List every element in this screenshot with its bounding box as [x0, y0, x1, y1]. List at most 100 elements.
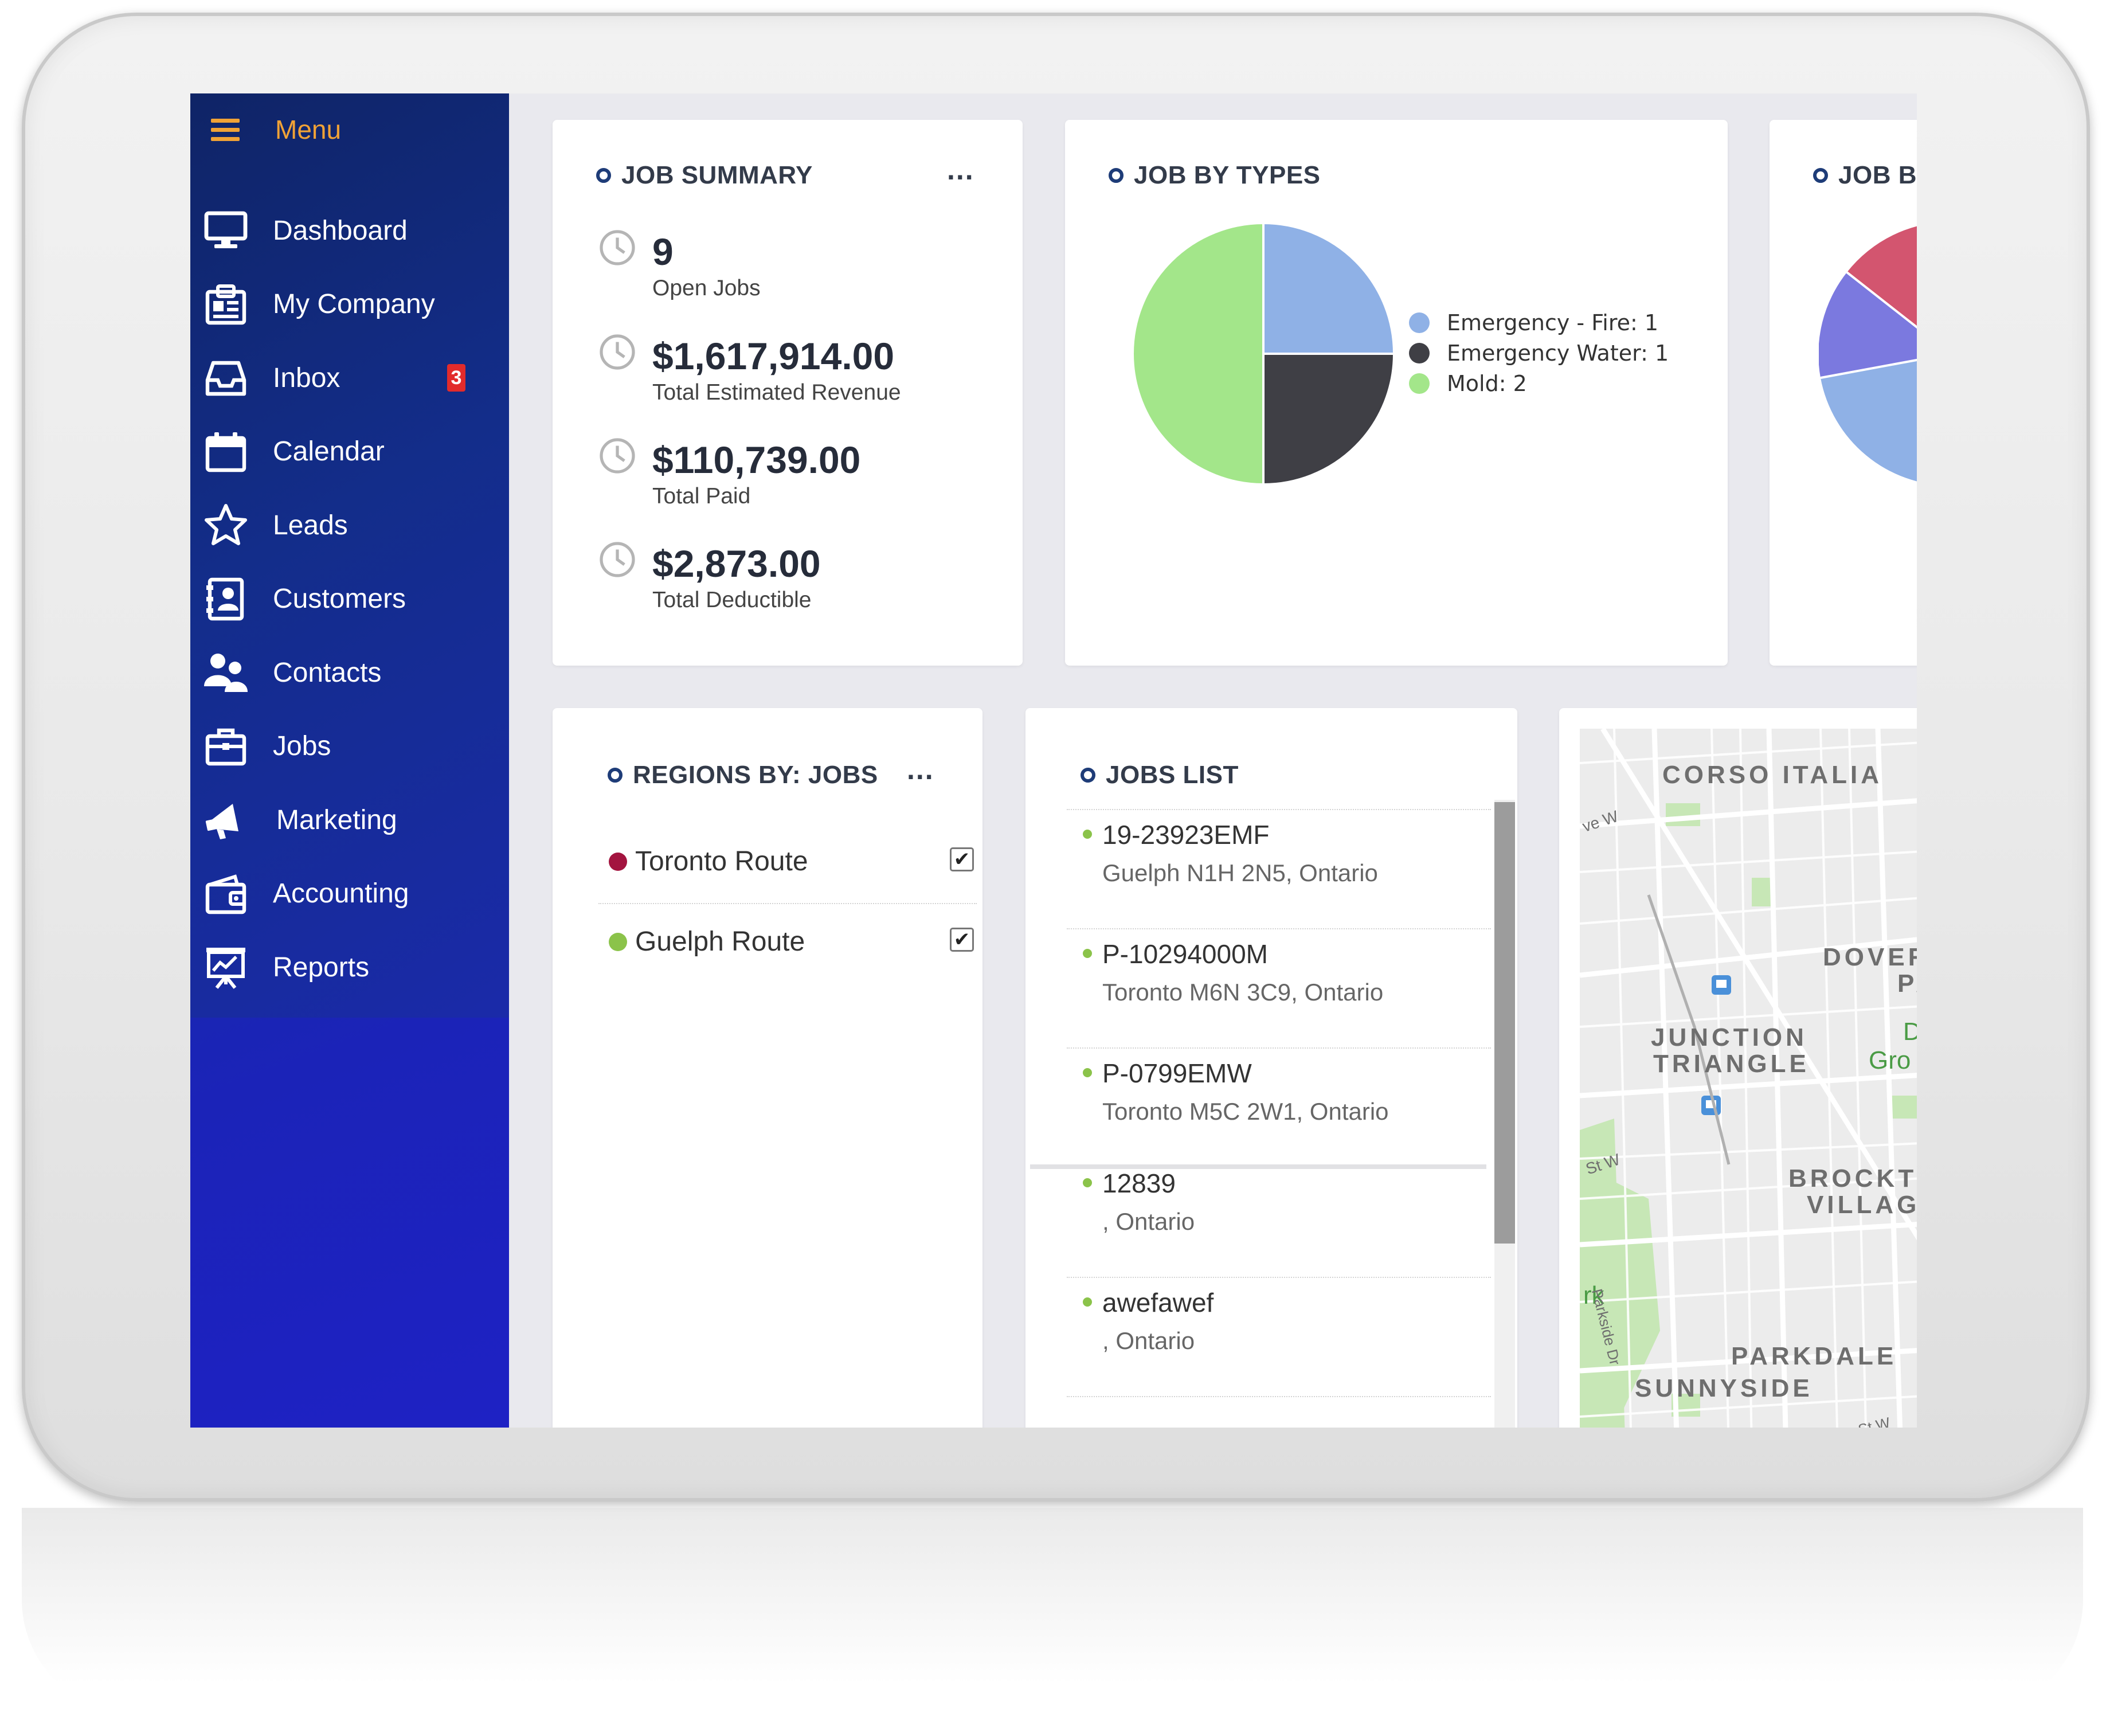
legend-swatch	[1409, 343, 1430, 363]
job-id: 12839	[1102, 1168, 1176, 1198]
job-id: 19-23923EMF	[1102, 820, 1270, 850]
sidebar-item-label: Accounting	[273, 878, 409, 909]
job-address: Toronto M6N 3C9, Ontario	[1102, 979, 1384, 1006]
sidebar-item-label: Marketing	[276, 804, 397, 835]
region-map[interactable]	[1580, 729, 1917, 1428]
tablet-reflection	[22, 1508, 2083, 1714]
pie-slice	[1847, 226, 1917, 327]
job-list-item[interactable]: P-10294000M Toronto M6N 3C9, Ontario	[1067, 928, 1491, 1047]
map-label: PA	[1897, 969, 1917, 998]
map-label: DOVER	[1823, 943, 1917, 971]
map-label: SUNNYSIDE	[1635, 1374, 1813, 1402]
sidebar-item-reports[interactable]: Reports	[203, 930, 501, 1004]
region-row-guelph[interactable]: Guelph Route ✔	[553, 903, 977, 983]
sidebar-nav: Dashboard My Company Inbox 3 Calendar Le…	[203, 194, 501, 1004]
stat-value: 9	[652, 230, 674, 273]
divider	[1067, 1277, 1491, 1279]
job-summary-card: JOB SUMMARY ... 9 Open Jobs $1,617,914.0…	[553, 120, 1023, 666]
divider	[1067, 1396, 1491, 1398]
sidebar-item-marketing[interactable]: Marketing	[203, 783, 501, 857]
legend-swatch	[1409, 312, 1430, 333]
pie-slice	[1819, 272, 1917, 378]
job-summary-more-button[interactable]: ...	[947, 154, 974, 186]
divider	[598, 903, 977, 905]
job-list-item[interactable]: awefawef , Ontario	[1067, 1277, 1491, 1396]
ring-icon	[596, 168, 611, 183]
legend-item: Emergency Water: 1	[1409, 341, 1669, 366]
hamburger-icon	[211, 118, 240, 141]
job-by-partial-title: JOB B	[1813, 161, 1917, 190]
clock-icon	[600, 334, 635, 370]
map-label: VILLAG	[1807, 1191, 1917, 1219]
sidebar-item-jobs[interactable]: Jobs	[203, 710, 501, 784]
stat-label: Total Paid	[652, 484, 751, 509]
star-icon	[205, 504, 247, 546]
menu-toggle[interactable]: Menu	[211, 104, 341, 155]
stat-value: $1,617,914.00	[652, 335, 895, 377]
sidebar-item-accounting[interactable]: Accounting	[203, 857, 501, 931]
sidebar-item-customers[interactable]: Customers	[203, 562, 501, 636]
region-color-dot	[609, 853, 627, 871]
job-id: P-10294000M	[1102, 939, 1268, 969]
jobs-list-scrollbar-thumb[interactable]	[1494, 802, 1515, 1244]
sidebar-item-label: Dashboard	[273, 215, 408, 246]
sidebar-item-contacts[interactable]: Contacts	[203, 636, 501, 710]
sidebar-item-label: My Company	[273, 289, 435, 320]
address-book-icon	[206, 577, 244, 620]
region-checkbox[interactable]: ✔	[950, 928, 974, 952]
legend-item: Emergency - Fire: 1	[1409, 310, 1658, 335]
map-card: CORSO ITALIA ve W W DOVER PA JUNCTION TR…	[1559, 708, 1917, 1428]
region-row-toronto[interactable]: Toronto Route ✔	[553, 823, 977, 903]
sidebar-item-label: Calendar	[273, 436, 385, 467]
sidebar: Menu Dashboard My Company Inbox 3 Calend…	[190, 93, 509, 1428]
status-dot	[1083, 1068, 1092, 1077]
divider	[1067, 928, 1491, 930]
job-list-item[interactable]: 12839 , Ontario	[1067, 1158, 1491, 1277]
region-checkbox[interactable]: ✔	[950, 847, 974, 871]
regions-card: REGIONS BY: JOBS ... Toronto Route ✔ Gue…	[553, 708, 982, 1428]
stat-label: Total Deductible	[652, 588, 812, 612]
inbox-count-badge: 3	[447, 364, 465, 392]
clock-icon	[600, 438, 635, 474]
jobs-list-title: JOBS LIST	[1081, 761, 1239, 789]
sidebar-item-leads[interactable]: Leads	[203, 488, 501, 562]
sidebar-item-inbox[interactable]: Inbox 3	[203, 341, 501, 415]
ring-icon	[1109, 168, 1124, 183]
stat-value: $2,873.00	[652, 542, 821, 585]
job-list-item[interactable]: 19-23923EMF Guelph N1H 2N5, Ontario	[1067, 809, 1491, 928]
status-dot	[1083, 1297, 1092, 1307]
sidebar-item-calendar[interactable]: Calendar	[203, 415, 501, 489]
map-label: CORSO ITALIA	[1662, 761, 1883, 789]
job-id: awefawef	[1102, 1288, 1214, 1317]
sidebar-item-my-company[interactable]: My Company	[203, 268, 501, 342]
company-icon	[205, 284, 246, 324]
app-screen: Menu Dashboard My Company Inbox 3 Calend…	[190, 93, 1917, 1428]
sidebar-item-label: Contacts	[273, 657, 382, 688]
ring-icon	[608, 768, 623, 783]
job-by-partial-card: JOB B	[1770, 120, 1917, 666]
job-partial-pie-chart	[1819, 226, 1917, 482]
job-list-item[interactable]: P-0799EMW Toronto M5C 2W1, Ontario	[1067, 1047, 1491, 1167]
map-label: BROCKT	[1788, 1164, 1917, 1192]
sidebar-item-label: Leads	[273, 510, 348, 541]
clock-icon	[600, 542, 635, 577]
status-dot	[1083, 949, 1092, 958]
job-id: P-0799EMW	[1102, 1058, 1252, 1088]
calendar-icon	[205, 432, 246, 472]
region-color-dot	[609, 933, 627, 951]
pie-slice	[1821, 359, 1917, 482]
users-icon	[204, 654, 248, 693]
inbox-icon	[205, 361, 246, 396]
ring-icon	[1813, 168, 1828, 183]
map-label: PARKDALE	[1731, 1342, 1897, 1370]
regions-title: REGIONS BY: JOBS	[608, 761, 878, 789]
sidebar-item-dashboard[interactable]: Dashboard	[203, 194, 501, 268]
clock-icon	[600, 230, 635, 265]
job-address: , Ontario	[1102, 1208, 1195, 1235]
divider	[1067, 809, 1491, 811]
regions-more-button[interactable]: ...	[907, 753, 934, 785]
megaphone-icon	[205, 804, 238, 840]
stat-value: $110,739.00	[652, 439, 861, 481]
ring-icon	[1081, 768, 1095, 783]
monitor-icon	[204, 211, 248, 249]
